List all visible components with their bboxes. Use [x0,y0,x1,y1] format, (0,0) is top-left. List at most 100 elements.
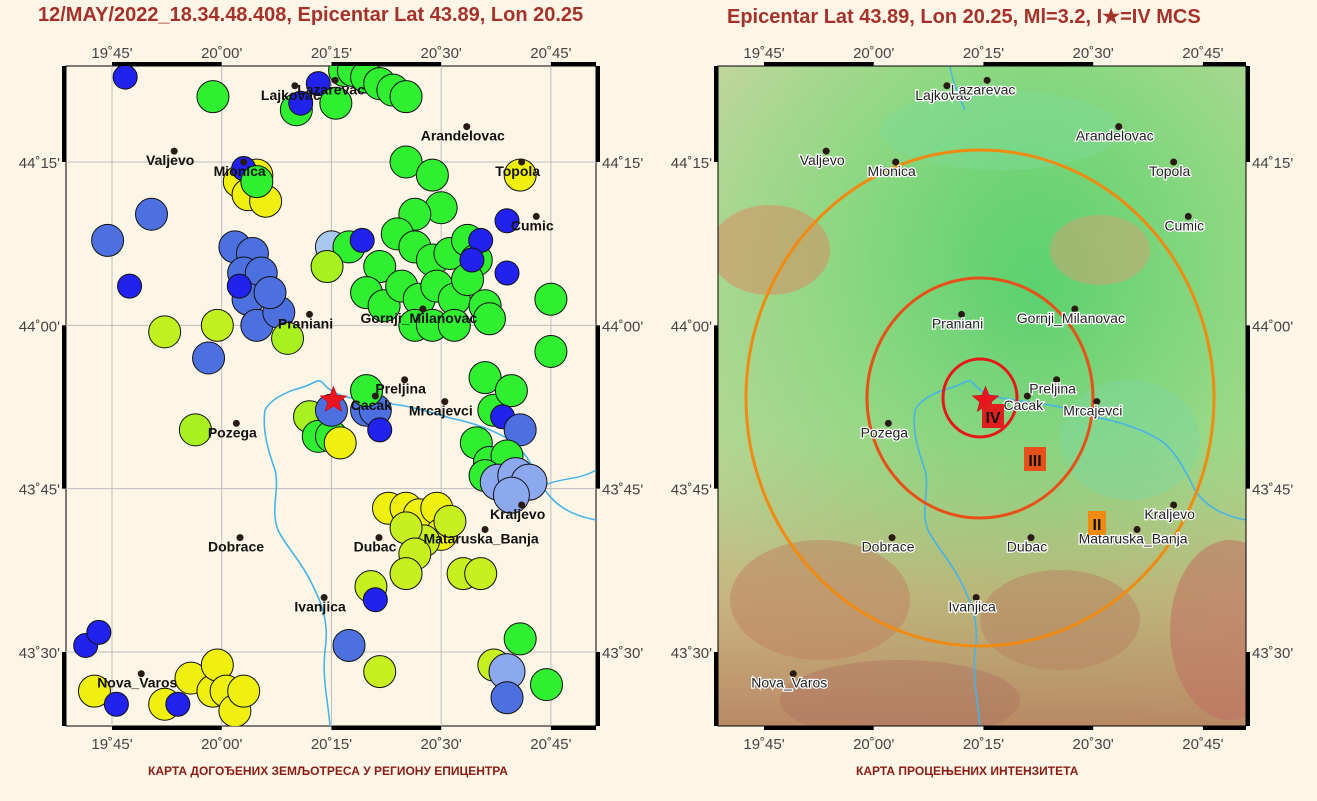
town-marker [291,82,299,90]
town-marker [137,670,145,678]
earthquake-event [226,273,252,299]
earthquake-event [530,668,564,702]
intensity-label-iii: III [1028,453,1041,470]
town-marker [463,123,471,131]
isoseismal-ii [744,148,1216,648]
town-label: Mionica [868,163,916,179]
town-marker [892,158,900,166]
lat-tick-label: 43˚30' [1252,645,1293,662]
earthquake-event [503,622,537,656]
town-marker [789,670,797,678]
town-label: Pozega [208,424,257,440]
intensity-badge-iii: III [1024,447,1046,471]
town-label: Preljina [375,381,426,397]
lon-tick-label: 20˚15' [311,736,352,753]
frame-segment [596,651,600,726]
isoseismal-iii [865,276,1095,520]
earthquake-event [271,321,305,355]
lon-tick-label: 20˚15' [311,45,352,62]
earthquake-event [472,302,506,336]
frame-segment [1246,325,1250,489]
earthquake-event [494,208,520,234]
town-label: Ivanjica [294,599,346,615]
town-marker [958,310,966,318]
earthquake-event [468,361,502,395]
frame-segment [1202,62,1246,66]
earthquake-event [196,80,230,114]
earthquake-event [112,66,138,90]
town-label: Lajkovac [915,87,970,103]
river-tributary [263,409,331,726]
lon-tick-label: 20˚00' [853,736,894,753]
town-label: Lazarevac [951,81,1016,97]
town-label: Ivanjica [948,599,996,615]
earthquake-event [433,504,467,538]
town-marker [1115,123,1123,131]
town-label: Gornji_Milanovac [1017,310,1125,326]
town-marker [170,147,178,155]
town-label: Topola [1149,163,1190,179]
town-label: Valjevo [800,152,845,168]
town-label: Dobrace [208,539,264,555]
frame-segment [714,651,718,726]
frame-segment [331,726,442,730]
lon-tick-label: 19˚45' [91,45,132,62]
earthquake-event [415,158,449,192]
town-marker [401,376,409,384]
earthquake-event [253,276,287,310]
earthquake-event [363,250,397,284]
right-map-title: Epicentar Lat 43.89, Lon 20.25, Ml=3.2, … [727,6,1201,28]
town-label: Cumic [1164,217,1204,233]
town-marker [481,525,489,533]
earthquake-event [135,197,169,231]
earthquake-event [349,227,375,253]
left-map-title: 12/MAY/2022_18.34.48.408, Epicentar Lat … [38,4,584,26]
lat-tick-label: 43˚45' [602,482,643,499]
town-marker [306,310,314,318]
frame-segment [714,325,718,489]
lon-tick-label: 20˚00' [201,45,242,62]
earthquake-event [362,587,388,613]
town-label: Mrcajevci [1063,403,1122,419]
town-marker [888,534,896,542]
earthquake-event [490,681,524,715]
town-label: Pozega [861,424,909,440]
lat-tick-label: 44˚00' [671,318,712,335]
earthquake-event [86,619,112,645]
earthquake-event [534,334,568,368]
lat-tick-label: 44˚00' [602,318,643,335]
axis-ticks-right: 19˚45' 19˚45' 20˚00' 20˚00' 20˚15' 20˚15' 20˚3… [671,45,1294,753]
town-marker [1170,158,1178,166]
intensity-label-iv: IV [985,410,1000,427]
lon-tick-label: 20˚15' [963,736,1004,753]
lon-tick-label: 20˚00' [853,45,894,62]
town-label: Cacak [1003,397,1044,413]
lon-tick-label: 20˚45' [530,736,571,753]
town-marker [1093,398,1101,406]
frame-segment [62,651,66,726]
lon-tick-label: 19˚45' [91,736,132,753]
earthquake-event [437,308,471,342]
town-label: Cacak [351,397,392,413]
town-marker [240,158,248,166]
lon-tick-label: 20˚45' [1182,45,1223,62]
frame-segment [550,62,596,66]
town-marker [1133,525,1141,533]
town-label: Praniani [278,315,333,331]
lat-tick-label: 44˚15' [1252,155,1293,172]
frame-segment [596,66,600,162]
earthquake-event [192,341,226,375]
lat-tick-label: 44˚00' [1252,318,1293,335]
earthquake-event [227,674,261,708]
town-marker [518,501,526,509]
town-marker [331,76,339,84]
town-label: Kraljevo [1144,506,1195,522]
town-label: Dubac [1007,539,1047,555]
town-label: Dobrace [862,539,915,555]
frame-segment [596,325,600,489]
left-map-caption: КАРТА ДОГОЂЕНИХ ЗЕМЉОТРЕСА У РЕГИОНУ ЕПИ… [148,764,508,778]
town-label: Nova_Varos [751,675,827,691]
